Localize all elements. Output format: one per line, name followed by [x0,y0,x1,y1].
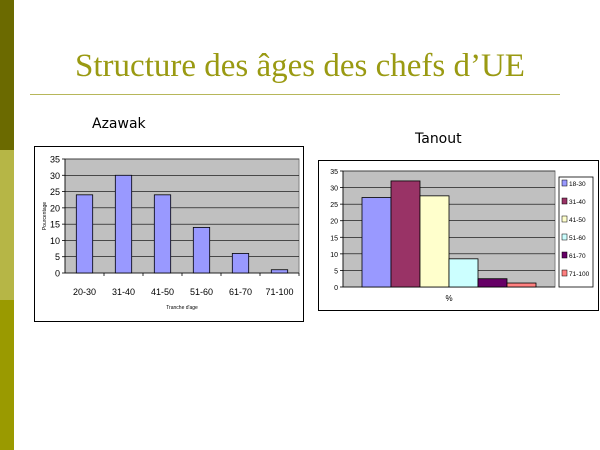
x-tick-label: % [445,294,452,303]
x-tick-label: 20-30 [73,287,96,297]
azawak-bar-chart: 0 5 10 15 20 25 30 35 20-30 31-40 41-50 51-60 61-70 7… [42,155,300,311]
y-tick-label: 35 [330,169,338,176]
x-tick-label: 41-50 [151,287,174,297]
legend-swatch [561,197,568,205]
plot-area [64,158,300,274]
legend-label: 51-60 [569,235,586,242]
y-tick-label: 5 [55,252,60,262]
y-tick-label: 35 [50,155,60,165]
y-tick-label: 25 [330,202,338,209]
legend-label: 61-70 [569,253,586,260]
x-tick-label: 61-70 [229,287,252,297]
bar [75,194,94,274]
x-tick-label: 71-100 [265,287,293,297]
slide-title: Structure des âges des chefs d’UE [75,48,525,84]
accent-bar-segment-top [0,0,14,150]
legend-label: 18-30 [569,181,586,188]
bar [361,197,392,288]
bar [153,194,172,274]
y-tick-label: 0 [55,269,60,279]
legend-label: 31-40 [569,199,586,206]
bar [419,195,450,288]
legend-swatch [561,233,568,241]
y-tick-label: 10 [50,236,60,246]
y-tick-label: 30 [330,186,338,193]
legend-label: 41-50 [569,217,586,224]
y-tick-label: 10 [330,252,338,259]
y-axis-label: Pourcentage [42,202,48,231]
bar [477,278,508,288]
tanout-bar-chart: 0 5 10 15 20 25 30 35% 18-30 31-40 41-50 51-60 61-70… [330,169,594,303]
bar [390,180,421,288]
legend-label: 71-100 [569,271,590,278]
accent-side-bar [0,0,14,450]
bar [270,269,289,274]
x-tick-label: 51-60 [190,287,213,297]
bar [114,174,133,274]
y-tick-label: 5 [334,268,338,275]
bar [231,253,250,274]
bar [192,227,211,274]
tanout-chart-frame: 0 5 10 15 20 25 30 35% 18-30 31-40 41-50 51-60 61-70… [318,160,599,311]
bar [506,282,537,288]
y-tick-label: 20 [50,203,60,213]
y-tick-label: 15 [330,235,338,242]
accent-bar-segment-middle [0,150,14,300]
title-underline [30,94,560,95]
azawak-caption: Azawak [92,116,146,132]
accent-bar-segment-bottom [0,300,14,450]
azawak-chart-frame: 0 5 10 15 20 25 30 35 20-30 31-40 41-50 51-60 61-70 7… [34,146,304,322]
y-tick-label: 25 [50,187,60,197]
bar [448,258,479,288]
y-tick-label: 0 [334,285,338,292]
x-axis-label: Tranche d'age [166,305,198,311]
y-tick-label: 15 [50,220,60,230]
legend-swatch [561,269,568,277]
legend-swatch [561,251,568,259]
tanout-caption: Tanout [415,131,462,147]
y-tick-label: 30 [50,171,60,181]
x-tick-label: 31-40 [112,287,135,297]
legend-box [558,176,594,288]
legend-swatch [561,179,568,187]
y-tick-label: 20 [330,219,338,226]
legend-swatch [561,215,568,223]
